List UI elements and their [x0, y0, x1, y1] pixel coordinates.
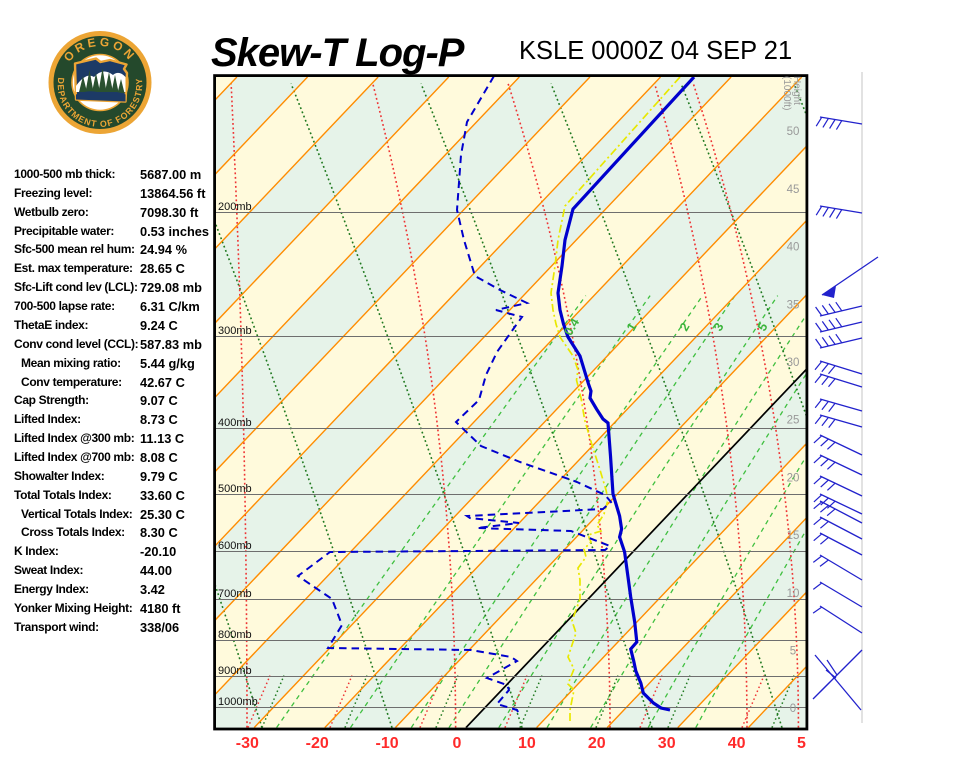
- svg-text:800mb: 800mb: [218, 629, 252, 641]
- svg-text:400mb: 400mb: [218, 417, 252, 429]
- svg-text:10: 10: [787, 588, 800, 600]
- svg-text:200mb: 200mb: [218, 201, 252, 213]
- svg-text:700mb: 700mb: [218, 588, 252, 600]
- svg-text:20: 20: [787, 472, 800, 484]
- svg-text:15: 15: [787, 530, 800, 542]
- svg-text:5: 5: [790, 646, 796, 658]
- svg-text:1000mb: 1000mb: [218, 696, 258, 708]
- svg-text:40: 40: [787, 242, 800, 254]
- svg-text:-10: -10: [376, 735, 399, 752]
- svg-text:50: 50: [787, 126, 800, 138]
- svg-text:0: 0: [790, 703, 796, 715]
- svg-text:30: 30: [658, 735, 676, 752]
- svg-text:40: 40: [728, 735, 746, 752]
- svg-text:600mb: 600mb: [218, 540, 252, 552]
- svg-text:Height: Height: [791, 76, 802, 105]
- svg-text:25: 25: [787, 415, 800, 427]
- svg-text:(1000ft): (1000ft): [781, 76, 792, 110]
- svg-text:10: 10: [518, 735, 536, 752]
- svg-text:-30: -30: [236, 735, 259, 752]
- svg-text:900mb: 900mb: [218, 665, 252, 677]
- svg-text:300mb: 300mb: [218, 325, 252, 337]
- svg-text:20: 20: [588, 735, 606, 752]
- svg-text:0: 0: [453, 735, 462, 752]
- svg-text:30: 30: [787, 357, 800, 369]
- svg-text:500mb: 500mb: [218, 483, 252, 495]
- svg-text:35: 35: [787, 299, 800, 311]
- svg-text:-20: -20: [306, 735, 329, 752]
- svg-text:5: 5: [797, 735, 806, 752]
- svg-text:45: 45: [787, 184, 800, 196]
